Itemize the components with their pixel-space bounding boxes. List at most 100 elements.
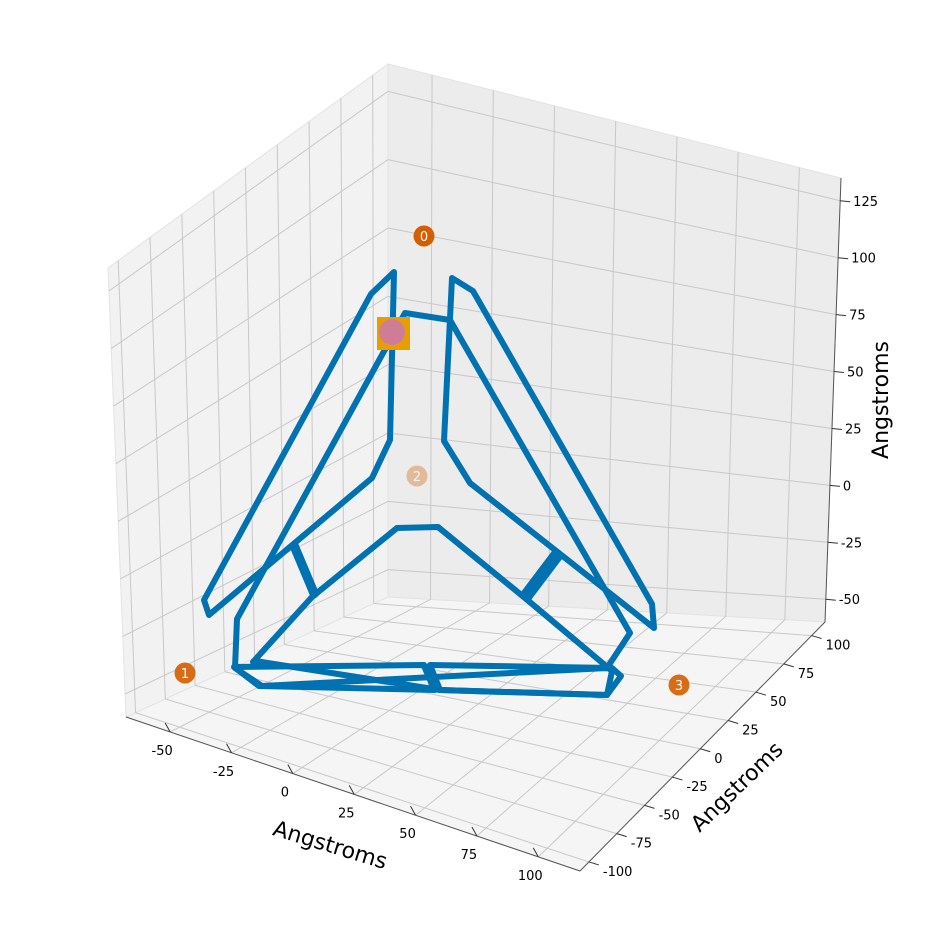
z-tick-label: 50	[847, 366, 864, 381]
z-gridline-left	[108, 90, 389, 292]
x-gridline-back	[430, 75, 433, 600]
z-gridline-left	[115, 295, 389, 465]
z-gridline-back	[387, 90, 841, 202]
y-tick-label: -25	[686, 780, 707, 795]
y-gridline-left	[181, 214, 196, 686]
x-tick-mark	[410, 805, 417, 816]
x-tick-mark	[348, 785, 355, 795]
y-gridline-left	[276, 144, 285, 645]
z-gridline-left	[110, 159, 389, 350]
frame-edge	[441, 275, 657, 631]
anchor-circle	[379, 319, 405, 345]
y-tick-label: -100	[603, 865, 633, 880]
z-tick-mark	[827, 541, 838, 544]
y-tick-mark	[783, 663, 794, 668]
y-gridline-floor	[165, 698, 617, 835]
x-tick-label: 25	[338, 806, 355, 821]
x-tick-label: 0	[281, 786, 289, 801]
z-tick-mark	[829, 484, 840, 487]
z-axis-line	[824, 177, 842, 623]
x-tick-mark	[471, 826, 478, 837]
z-tick-label: 125	[853, 195, 878, 210]
anchor-marker	[377, 317, 410, 350]
z-gridline-left	[122, 500, 389, 637]
z-tick-label: -50	[839, 593, 860, 608]
x-axis-label: Angstroms	[270, 817, 390, 875]
x-tick-mark	[164, 722, 171, 733]
z-gridline-left	[124, 569, 389, 695]
x-tick-label: 75	[461, 848, 478, 863]
z-tick-label: 0	[843, 479, 851, 494]
y-tick-label: 50	[770, 695, 787, 710]
x-tick-mark	[226, 743, 232, 754]
frame-strut	[521, 551, 562, 600]
vertex-marker-label: 3	[675, 679, 683, 694]
y-gridline-left	[372, 75, 375, 604]
vertex-marker-2: 2	[406, 465, 428, 487]
x-gridline-back	[784, 167, 800, 620]
y-gridline-floor	[284, 643, 729, 721]
y-tick-mark	[727, 719, 739, 724]
x-axis-line	[125, 716, 581, 872]
frame-edge	[201, 269, 397, 618]
z-tick-mark	[833, 371, 845, 374]
z-ticks: -50 -25 0 25 50 75 100 125	[825, 195, 878, 608]
x-gridline-back	[548, 105, 556, 607]
z-gridline-back	[387, 295, 835, 373]
y-tick-label: 100	[826, 639, 851, 654]
y-tick-mark	[616, 833, 627, 838]
y-gridline-floor	[373, 603, 812, 637]
x-gridline-back	[489, 90, 494, 603]
frame-strut	[420, 664, 442, 690]
y-tick-mark	[700, 748, 711, 753]
frame-strut	[290, 543, 319, 598]
x-tick-label: 100	[518, 869, 543, 884]
z-tick-label: 25	[845, 422, 862, 437]
z-axis-label: Angstroms	[869, 341, 894, 459]
y-tick-mark	[755, 691, 767, 696]
vertex-marker-label: 1	[181, 667, 189, 682]
y-gridline-left	[340, 98, 345, 618]
vertex-marker-dot	[174, 662, 196, 684]
z-tick-label: 75	[849, 309, 866, 324]
z-gridline-back	[387, 432, 830, 486]
vertex-marker-label: 2	[413, 470, 421, 485]
y-ticks: -100 -75 -50 -25 0 25 50 75 100	[588, 635, 851, 880]
z-tick-mark	[831, 427, 843, 430]
z-tick-label: -25	[841, 536, 862, 551]
y-tick-mark	[644, 804, 655, 809]
y-tick-label: 75	[798, 667, 815, 682]
z-tick-label: 100	[851, 252, 876, 267]
vertex-marker-dot	[406, 465, 428, 487]
y-tick-mark	[672, 776, 683, 781]
z-gridline-back	[387, 159, 839, 259]
vertex-marker-3: 3	[668, 674, 690, 696]
grid-lines	[108, 75, 841, 863]
vertex-marker-dot	[413, 225, 435, 247]
z-gridline-back	[387, 364, 833, 429]
y-tick-mark	[811, 635, 822, 640]
z-gridline-left	[117, 364, 389, 522]
z-tick-mark	[838, 257, 849, 260]
z-gridline-back	[387, 227, 837, 316]
y-gridline-floor	[194, 684, 645, 806]
y-gridline-left	[117, 260, 137, 713]
y-tick-label: 0	[714, 752, 722, 767]
y-gridline-left	[213, 191, 226, 672]
y-gridline-left	[149, 237, 166, 700]
x-ticks: -50 -25 0 25 50 75 100	[152, 722, 543, 884]
vertex-marker-1: 1	[174, 662, 196, 684]
z-tick-mark	[840, 200, 851, 203]
x-gridline-back	[666, 136, 678, 613]
x-gridline-back	[725, 152, 739, 617]
vertex-marker-dot	[668, 674, 690, 696]
y-gridline-floor	[135, 712, 590, 863]
z-tick-mark	[825, 598, 836, 601]
x-tick-label: -25	[213, 765, 234, 780]
y-tick-mark	[588, 861, 600, 866]
z-tick-mark	[836, 314, 847, 317]
vertex-marker-0: 0	[413, 225, 435, 247]
y-tick-label: -50	[659, 808, 680, 823]
y-tick-label: 25	[742, 723, 759, 738]
